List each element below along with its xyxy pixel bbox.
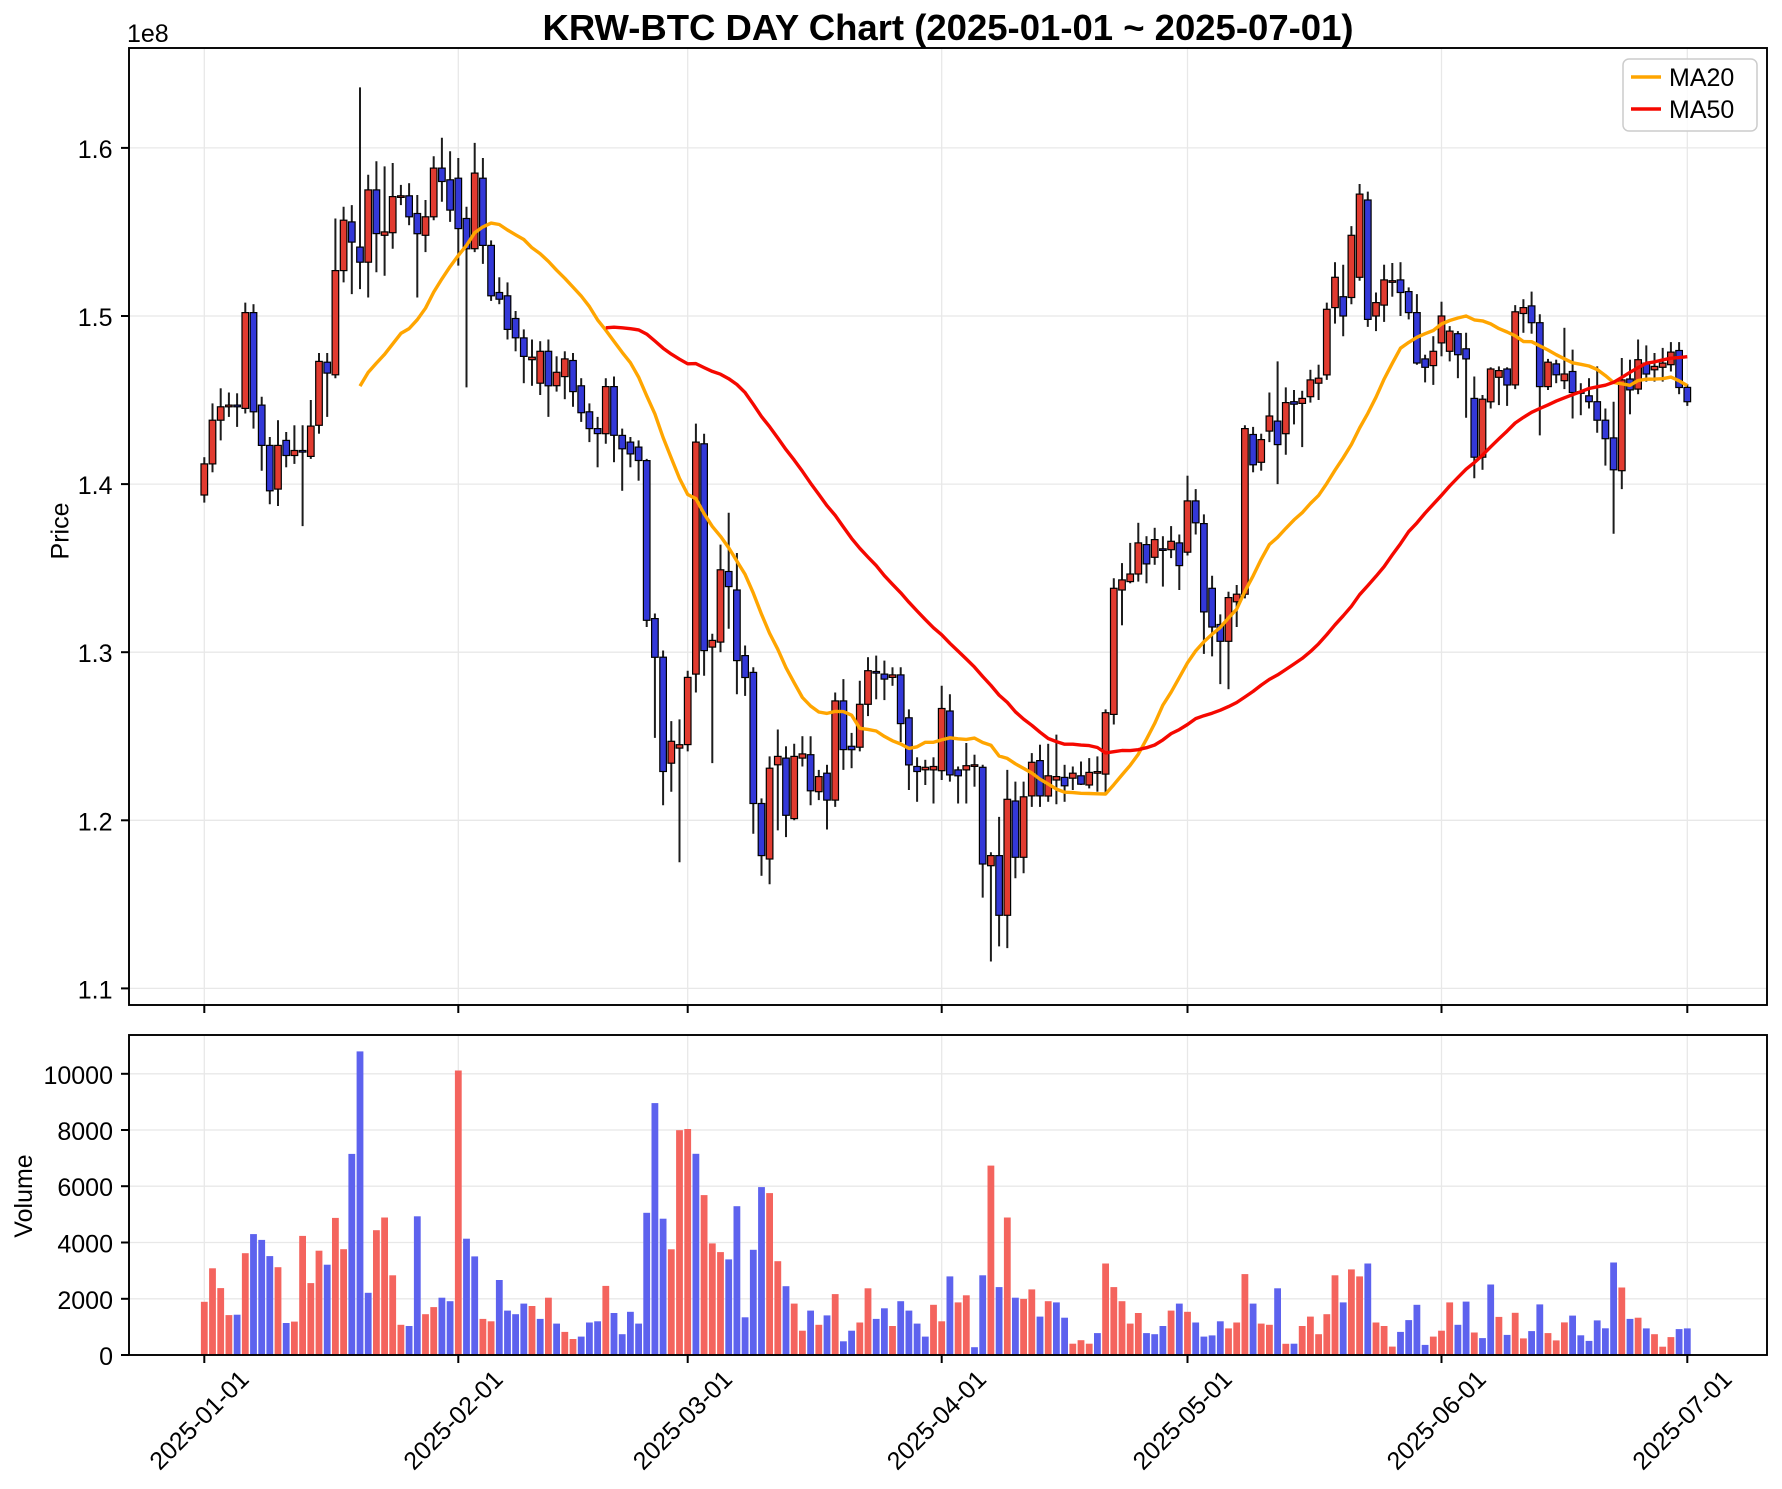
- svg-text:1.2: 1.2: [78, 808, 113, 836]
- svg-text:8000: 8000: [57, 1118, 113, 1146]
- svg-text:1.1: 1.1: [78, 976, 113, 1004]
- svg-text:MA50: MA50: [1669, 96, 1734, 124]
- svg-text:1e8: 1e8: [127, 20, 169, 48]
- svg-text:Price: Price: [47, 503, 75, 560]
- svg-text:1.3: 1.3: [78, 640, 113, 668]
- svg-text:4000: 4000: [57, 1231, 113, 1259]
- svg-text:Volume: Volume: [10, 1154, 38, 1237]
- svg-text:6000: 6000: [57, 1174, 113, 1202]
- svg-text:2000: 2000: [57, 1287, 113, 1315]
- svg-text:1.4: 1.4: [78, 472, 113, 500]
- svg-text:MA20: MA20: [1669, 64, 1734, 92]
- svg-text:1.5: 1.5: [78, 304, 113, 332]
- svg-text:KRW-BTC DAY Chart (2025-01-01: KRW-BTC DAY Chart (2025-01-01 ~ 2025-07-…: [542, 7, 1353, 48]
- svg-text:0: 0: [99, 1343, 113, 1371]
- svg-text:1.6: 1.6: [78, 136, 113, 164]
- svg-text:10000: 10000: [43, 1062, 113, 1090]
